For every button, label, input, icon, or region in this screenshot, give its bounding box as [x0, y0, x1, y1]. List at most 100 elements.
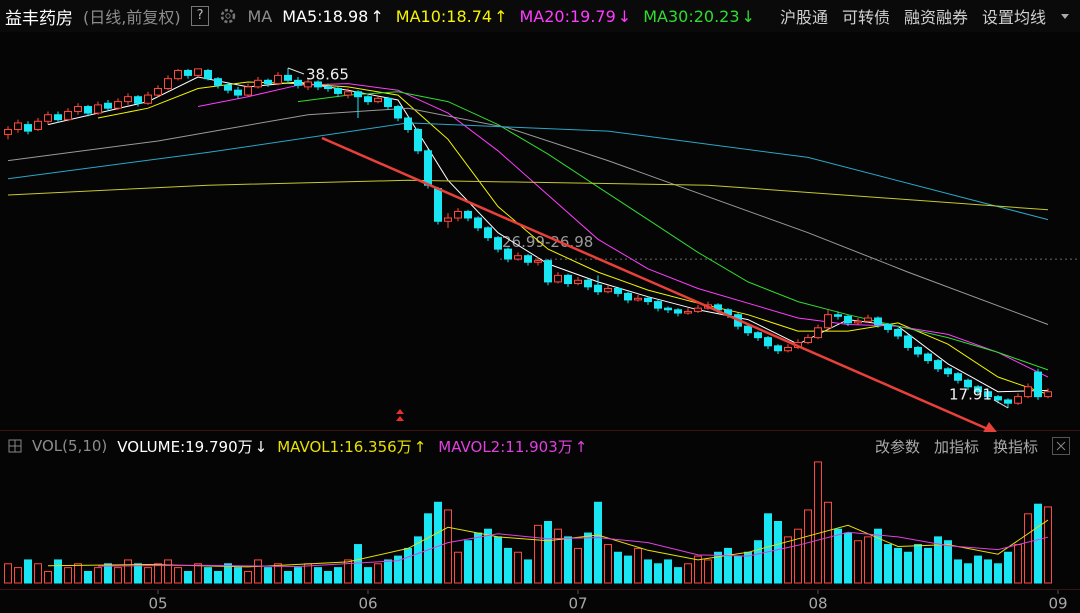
candle-body	[964, 379, 972, 388]
volume-bar	[114, 567, 122, 584]
stock-title: 益丰药房	[5, 8, 73, 29]
candle-body	[384, 97, 392, 108]
candle-body	[484, 227, 492, 239]
candle-body	[564, 274, 572, 285]
candle-body	[504, 248, 512, 260]
volume-bar	[84, 570, 92, 584]
volume-bar	[724, 547, 732, 584]
mavol-legend: MAVOL1:16.356万 ↑ MAVOL2:11.903万 ↑	[277, 436, 587, 457]
volume-panel: 05 06 07 08 09	[4, 461, 1068, 613]
candle-body	[354, 91, 362, 98]
ma-line	[197, 83, 1049, 378]
candle-body	[34, 120, 42, 130]
candle-body	[524, 255, 532, 263]
volume-bar	[1014, 544, 1022, 584]
volume-bar	[464, 540, 472, 584]
grid-icon[interactable]	[8, 439, 22, 453]
volume-bar	[234, 567, 242, 584]
volume-bar	[254, 559, 262, 584]
candle-body	[1044, 391, 1052, 398]
ma-line	[7, 122, 1049, 221]
volume-bar	[374, 563, 382, 584]
indicator-name: VOL(5,10)	[32, 437, 108, 455]
legend-item: MAVOL1:16.356万 ↑	[277, 436, 426, 457]
volume-header: VOL(5,10) VOLUME:19.790万 ↓ MAVOL1:16.356万…	[0, 432, 1080, 460]
menu-item[interactable]: 融资融券	[903, 8, 968, 27]
candle-body	[324, 86, 332, 90]
x-tick-label: 05	[148, 595, 167, 613]
volume-bar	[244, 570, 252, 584]
volume-bar	[64, 567, 72, 584]
volume-bar	[554, 528, 562, 584]
volume-bar	[134, 563, 142, 584]
volume-bar	[864, 536, 872, 584]
close-button[interactable]	[1052, 437, 1070, 455]
gear-hub	[225, 13, 232, 19]
volume-bar	[294, 567, 302, 584]
candle-body	[284, 74, 292, 81]
volume-bar	[1034, 503, 1042, 584]
candle-body	[1004, 399, 1012, 404]
close-box	[1052, 437, 1070, 455]
indicator-button[interactable]: 改参数	[874, 437, 920, 456]
help-button[interactable]: ?	[190, 6, 210, 26]
candle-body	[4, 128, 12, 135]
ma-line	[7, 107, 1049, 325]
indicator-button[interactable]: 加指标	[933, 437, 979, 456]
volume-bar	[764, 513, 772, 584]
volume-bar	[304, 563, 312, 584]
candle-body	[264, 79, 272, 85]
volume-bar	[324, 570, 332, 584]
candle-body	[164, 78, 172, 90]
candle-body	[104, 102, 112, 109]
legend-arrow: ↑	[494, 6, 508, 26]
candle-body	[464, 210, 472, 219]
max-pointer	[287, 67, 305, 75]
candle-body	[844, 315, 852, 324]
candle-body	[554, 274, 562, 283]
signal-mark	[396, 409, 404, 421]
legend-arrow: ↑	[370, 6, 384, 26]
volume-bar	[184, 570, 192, 584]
volume-bar	[804, 509, 812, 584]
volume-bar	[624, 555, 632, 584]
volume-bar	[674, 567, 682, 584]
volume-bar	[544, 521, 552, 584]
volume-bar	[144, 567, 152, 584]
volume-bar	[904, 551, 912, 584]
volume-bar	[834, 528, 842, 584]
candle-body	[624, 292, 632, 301]
volume-bar	[944, 540, 952, 584]
candle-body	[924, 353, 932, 362]
candle-body	[894, 328, 902, 337]
volume-bar	[824, 501, 832, 584]
candle-body	[84, 106, 92, 114]
ma-button[interactable]: MA	[247, 6, 273, 26]
candle-body	[334, 88, 342, 94]
candle-body	[414, 128, 422, 152]
indicator-button[interactable]: 换指标	[992, 437, 1038, 456]
volume-bar	[94, 567, 102, 584]
candle-body	[314, 81, 322, 88]
candle-body	[244, 86, 252, 96]
candle-body	[784, 346, 792, 352]
candle-body	[64, 110, 72, 121]
volume-bar	[404, 547, 412, 584]
menu-item[interactable]: 可转债	[841, 8, 890, 27]
volume-value: VOLUME:19.790万 ↓	[117, 436, 267, 457]
volume-bar	[964, 563, 972, 584]
candle-body	[344, 91, 352, 96]
volume-bar	[854, 540, 862, 584]
trend-line	[321, 136, 991, 432]
settings-icon[interactable]	[219, 7, 237, 25]
candle-body	[934, 360, 942, 370]
menu-item[interactable]: 设置均线	[981, 8, 1046, 27]
volume-bar	[334, 567, 342, 584]
candle-body	[754, 332, 762, 339]
volume-bar	[984, 559, 992, 584]
candle-body	[1024, 386, 1032, 398]
candle-body	[1034, 371, 1042, 398]
volume-bar	[664, 559, 672, 584]
menu-item[interactable]: 沪股通	[779, 8, 828, 27]
indicator-buttons: 改参数 加指标 换指标	[875, 436, 1080, 457]
